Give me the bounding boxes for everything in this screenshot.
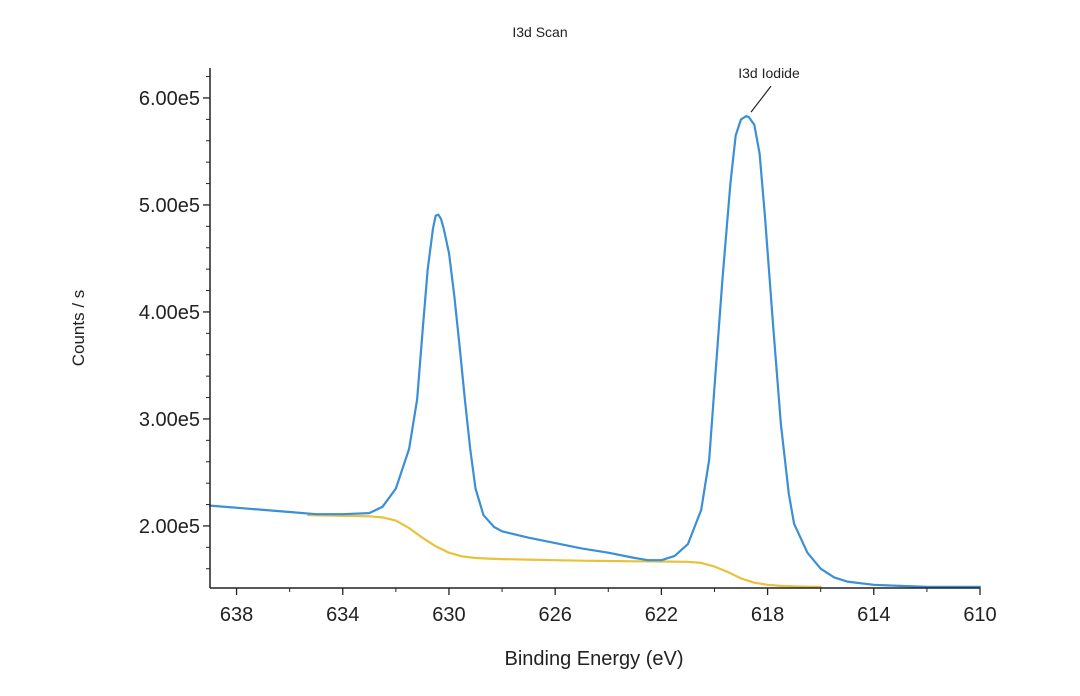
chart-title: I3d Scan [512,24,567,40]
x-tick-label: 630 [432,604,465,626]
background-line [307,514,822,589]
annotation-label: I3d Iodide [738,65,800,81]
series-layer [208,114,982,589]
y-tick-label: 3.00e5 [139,409,200,431]
y-tick-label: 4.00e5 [139,302,200,324]
annotation-leader [750,85,772,113]
y-axis-label: Counts / s [69,290,88,367]
x-axis-ticks: 638 634 630 626 622 618 614 610 [220,588,997,626]
annotation-layer: I3d Iodide [738,65,800,113]
x-tick-label: 610 [963,604,996,626]
spectrum-line [208,114,982,589]
x-tick-label: 626 [538,604,571,626]
x-tick-label: 634 [326,604,359,626]
y-tick-label: 6.00e5 [139,88,200,110]
x-axis-label: Binding Energy (eV) [505,648,684,670]
y-axis-ticks: 2.00e5 3.00e5 4.00e5 5.00e5 6.00e5 [139,76,210,570]
y-tick-label: 5.00e5 [139,195,200,217]
y-tick-label: 2.00e5 [139,516,200,538]
x-tick-label: 622 [645,604,678,626]
x-tick-label: 618 [751,604,784,626]
x-tick-label: 614 [857,604,890,626]
x-tick-label: 638 [220,604,253,626]
